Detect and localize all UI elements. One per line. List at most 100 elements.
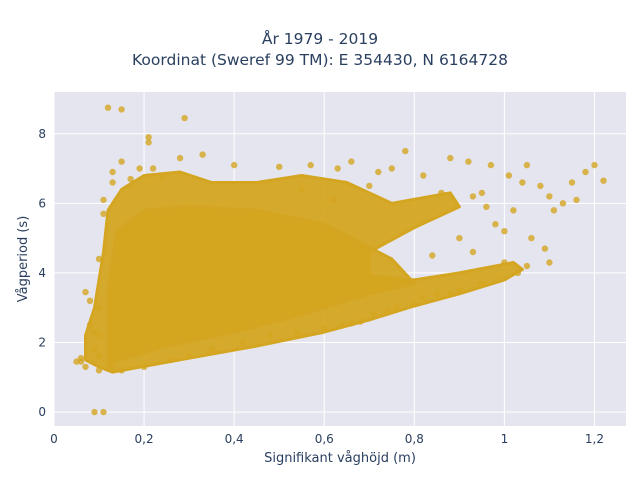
x-tick-label: 0,4	[225, 432, 244, 446]
data-point	[546, 259, 553, 266]
data-point	[388, 165, 395, 172]
data-point	[298, 186, 305, 193]
data-point	[501, 228, 508, 235]
tick-labels: 0 0,2 0,4 0,6 0,8 1 1,2 0 2 4 6 8	[38, 127, 604, 446]
data-point	[573, 196, 580, 204]
data-point	[145, 139, 152, 146]
data-point	[82, 363, 89, 371]
data-point	[366, 182, 373, 190]
data-point	[357, 318, 364, 325]
data-point	[276, 163, 283, 170]
data-point	[447, 290, 454, 297]
data-point	[510, 207, 517, 214]
data-point	[505, 172, 513, 179]
data-point	[127, 175, 134, 183]
chart-subtitle: Koordinat (Sweref 99 TM): E 354430, N 61…	[132, 51, 508, 69]
y-tick-label: 6	[38, 196, 46, 210]
data-point	[429, 252, 436, 259]
data-point	[109, 179, 116, 186]
data-point	[253, 294, 260, 301]
data-point	[145, 134, 152, 141]
data-point	[348, 320, 355, 327]
data-point	[136, 165, 143, 172]
data-point	[104, 104, 112, 111]
data-point	[550, 207, 558, 214]
x-tick-label: 1	[501, 432, 509, 446]
data-point	[109, 363, 116, 371]
data-point	[420, 294, 427, 301]
data-point	[487, 161, 495, 169]
chart-title: År 1979 - 2019	[261, 30, 379, 48]
data-point	[167, 356, 175, 364]
data-point	[456, 234, 463, 242]
y-tick-label: 8	[38, 127, 46, 141]
data-point	[231, 161, 238, 169]
x-axis-title: Signifikant våghöjd (m)	[264, 451, 416, 466]
data-point	[158, 172, 166, 179]
data-point	[321, 325, 328, 332]
data-point	[478, 280, 486, 287]
data-point	[501, 259, 508, 266]
data-point	[95, 255, 103, 263]
data-point	[199, 151, 206, 158]
data-point	[208, 346, 215, 353]
data-point	[82, 288, 89, 296]
dense-point-cloud	[106, 205, 416, 365]
data-point	[411, 301, 418, 308]
data-point	[267, 332, 274, 339]
data-point	[95, 353, 103, 360]
data-point	[393, 304, 400, 311]
data-point	[433, 290, 440, 297]
data-point	[91, 328, 98, 336]
x-tick-label: 0,2	[135, 432, 154, 446]
data-point	[370, 311, 377, 318]
data-point	[118, 158, 125, 165]
data-point	[492, 221, 499, 228]
data-point	[118, 367, 125, 374]
data-point	[523, 262, 531, 270]
data-point	[420, 172, 427, 179]
data-point	[118, 106, 125, 113]
data-point	[465, 158, 472, 165]
data-point	[541, 245, 549, 252]
data-point	[402, 147, 409, 155]
data-point	[109, 168, 116, 176]
x-tick-label: 1,2	[585, 432, 604, 446]
data-point	[456, 287, 463, 294]
data-point	[140, 363, 148, 371]
data-point	[519, 179, 526, 186]
data-point	[307, 161, 314, 169]
data-point	[483, 203, 490, 210]
data-point	[95, 332, 103, 339]
data-point	[91, 408, 98, 416]
data-point	[185, 353, 193, 360]
data-point	[384, 308, 391, 315]
data-point	[568, 179, 576, 186]
data-point	[149, 165, 157, 172]
data-point	[100, 408, 107, 416]
data-point	[375, 168, 382, 176]
data-point	[86, 297, 94, 304]
data-point	[559, 200, 567, 207]
data-point	[523, 161, 531, 169]
data-point	[469, 248, 477, 256]
data-points	[73, 104, 607, 416]
y-axis-title: Vågperiod (s)	[16, 216, 31, 303]
data-point	[514, 269, 522, 277]
data-point	[176, 154, 184, 162]
data-point	[77, 355, 85, 362]
y-tick-label: 0	[38, 405, 46, 419]
data-point	[181, 114, 188, 122]
density-fill	[84, 170, 524, 374]
data-point	[528, 234, 535, 242]
data-point	[478, 189, 486, 197]
data-point	[537, 182, 544, 190]
data-point	[600, 177, 607, 184]
data-point	[582, 168, 589, 176]
data-point	[469, 193, 477, 200]
data-point	[348, 158, 355, 165]
data-point	[100, 210, 107, 217]
data-point	[100, 196, 107, 204]
data-point	[95, 304, 103, 311]
